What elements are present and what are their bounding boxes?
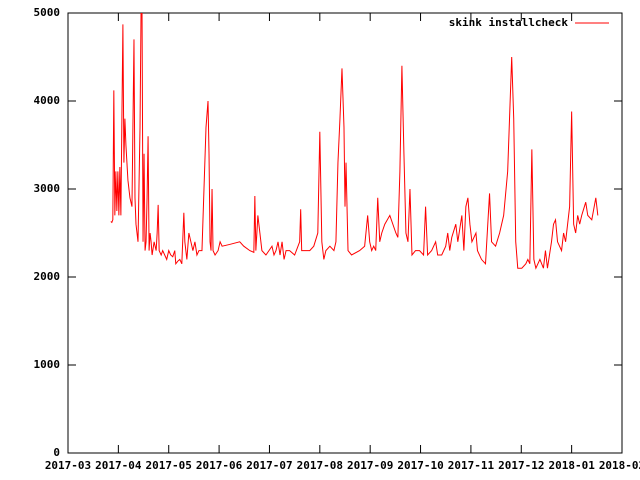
x-tick-label: 2018-02 bbox=[599, 459, 640, 472]
series-line bbox=[110, 13, 599, 270]
y-tick-label: 5000 bbox=[34, 6, 61, 19]
y-tick-label: 2000 bbox=[34, 270, 61, 283]
x-tick-label: 2017-12 bbox=[498, 459, 544, 472]
y-tick-label: 4000 bbox=[34, 94, 61, 107]
x-tick-label: 2018-01 bbox=[548, 459, 595, 472]
plot-area bbox=[110, 13, 599, 270]
x-tick-label: 2017-11 bbox=[448, 459, 495, 472]
x-tick-label: 2017-10 bbox=[397, 459, 443, 472]
x-tick-label: 2017-06 bbox=[196, 459, 243, 472]
x-tick-label: 2017-07 bbox=[246, 459, 292, 472]
labels: 0 1000 2000 3000 4000 5000 2017-03 2017-04 2017-… bbox=[34, 6, 640, 472]
x-tick-label: 2017-08 bbox=[297, 459, 343, 472]
legend-label: skink installcheck bbox=[449, 16, 569, 29]
ticks bbox=[67, 12, 623, 454]
x-tick-label: 2017-05 bbox=[146, 459, 192, 472]
x-tick-label: 2017-09 bbox=[347, 459, 393, 472]
x-tick-label: 2017-03 bbox=[45, 459, 91, 472]
y-tick-label: 3000 bbox=[34, 182, 61, 195]
y-tick-label: 0 bbox=[53, 446, 60, 459]
x-tick-label: 2017-04 bbox=[95, 459, 142, 472]
y-tick-label: 1000 bbox=[34, 358, 61, 371]
plot-border bbox=[67, 12, 623, 454]
